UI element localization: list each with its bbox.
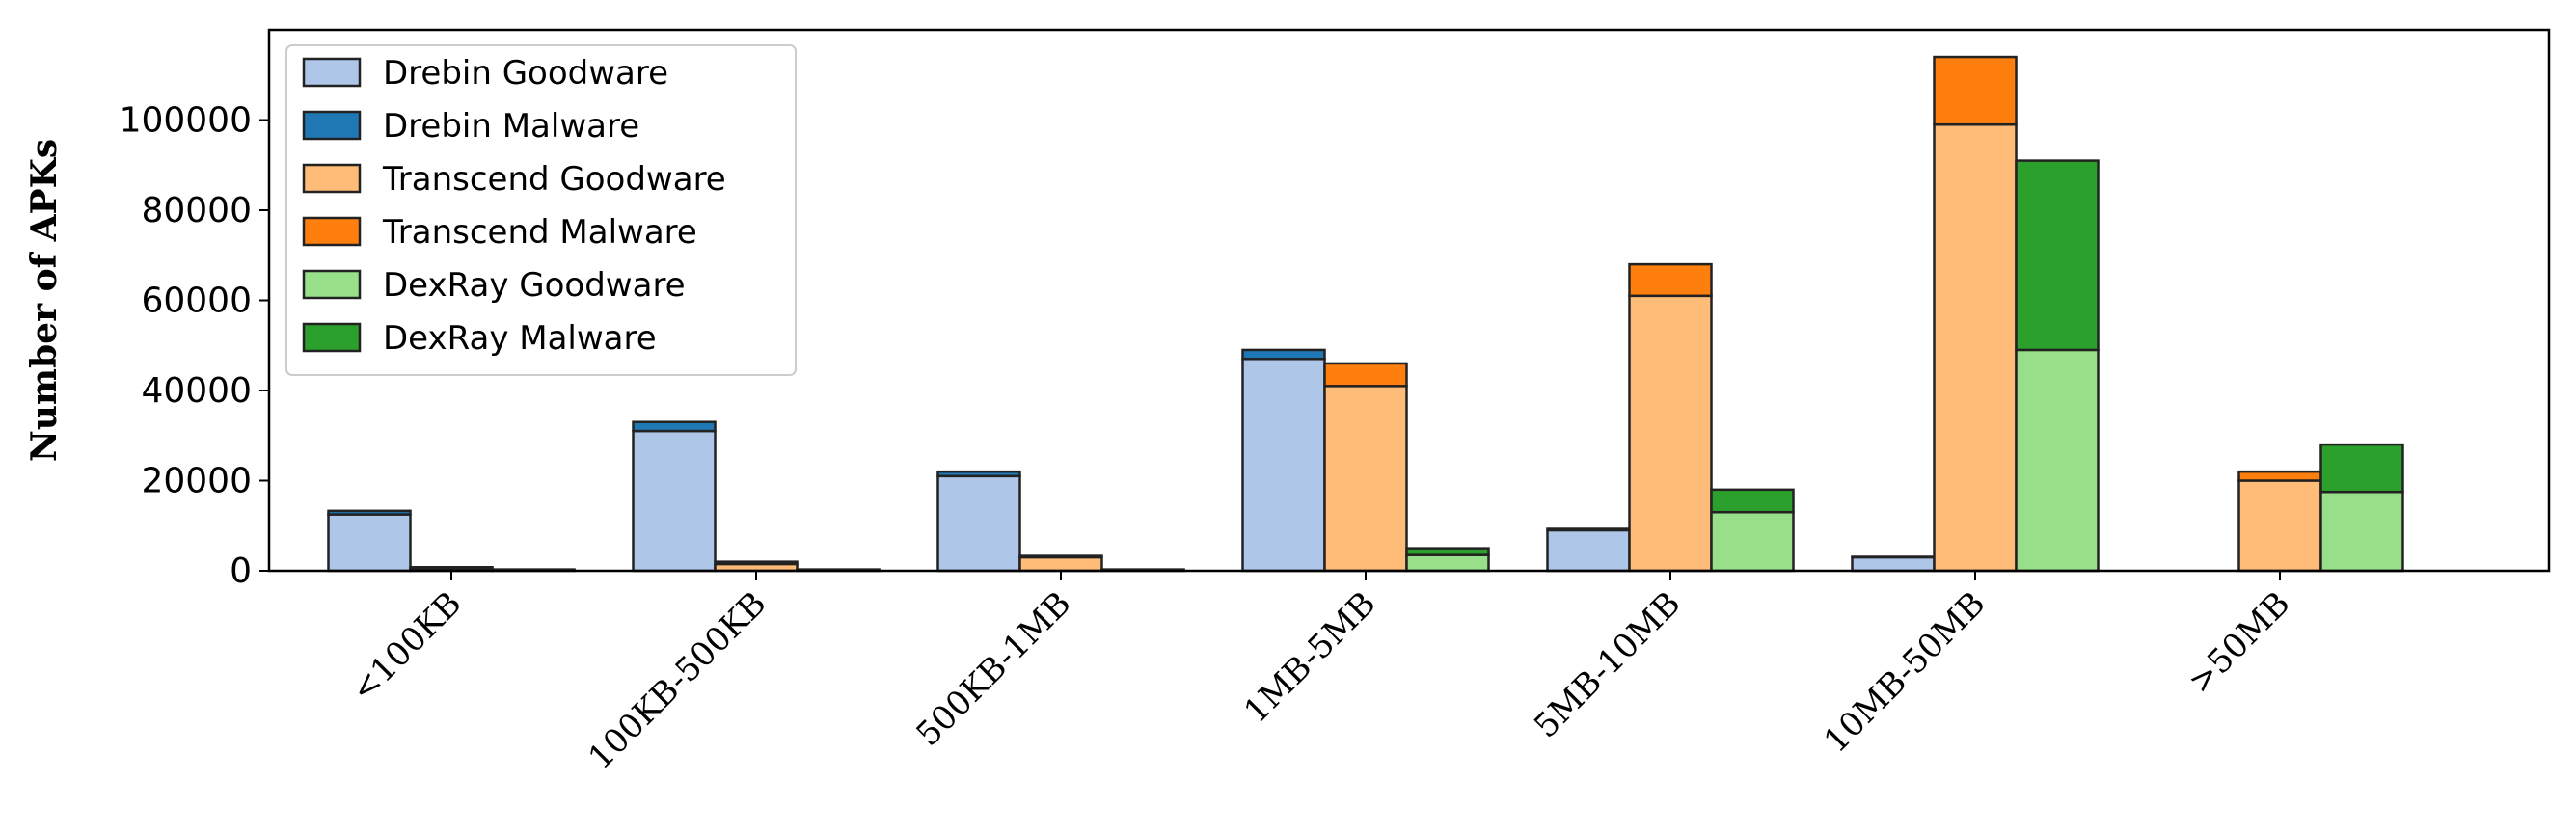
bar-segment-dexray-goodware-6 bbox=[2319, 490, 2404, 573]
bar-segment-transcend-malware-0 bbox=[409, 566, 494, 570]
legend-swatch bbox=[302, 57, 362, 88]
y-tick-label: 20000 bbox=[141, 462, 252, 501]
legend-box bbox=[285, 44, 797, 376]
x-axis: <100KB 100KB-500KB 500KB-1MB 1MB-5MB 5MB-10M… bbox=[343, 571, 2297, 777]
bar-segment-drebin-malware-3 bbox=[1241, 348, 1326, 361]
x-tick-label: 100KB-500KB bbox=[581, 584, 773, 777]
bar-segment-transcend-malware-2 bbox=[1018, 554, 1103, 559]
y-tick-label: 0 bbox=[230, 552, 252, 591]
x-tick-label: <100KB bbox=[343, 584, 469, 710]
legend-label: DexRay Malware bbox=[383, 319, 657, 358]
bar-segment-drebin-goodware-1 bbox=[632, 429, 717, 573]
y-tick-label: 60000 bbox=[141, 282, 252, 321]
y-tick-label: 40000 bbox=[141, 371, 252, 411]
bar-segment-dexray-malware-6 bbox=[2319, 443, 2404, 494]
bar-segment-dexray-goodware-4 bbox=[1710, 510, 1795, 573]
x-tick-label: 500KB-1MB bbox=[908, 584, 1078, 754]
bar-segment-drebin-malware-2 bbox=[936, 470, 1021, 478]
legend-label: Drebin Goodware bbox=[383, 54, 668, 93]
bar-segment-dexray-malware-5 bbox=[2015, 159, 2100, 352]
y-axis: 0 20000 40000 60000 80000 100000 bbox=[120, 101, 269, 591]
legend-label: Transcend Goodware bbox=[382, 160, 726, 199]
bar-segment-transcend-malware-6 bbox=[2237, 470, 2322, 482]
bar-segment-drebin-goodware-3 bbox=[1241, 358, 1326, 573]
bar-segment-drebin-malware-1 bbox=[632, 420, 717, 433]
legend-label: Drebin Malware bbox=[383, 107, 639, 146]
bar-segment-dexray-malware-4 bbox=[1710, 488, 1795, 514]
bar-segment-drebin-malware-0 bbox=[327, 509, 412, 516]
bar-segment-transcend-malware-1 bbox=[714, 560, 799, 566]
bar-segment-drebin-goodware-2 bbox=[936, 474, 1021, 573]
bar-segment-transcend-malware-3 bbox=[1323, 362, 1408, 388]
bar-segment-transcend-goodware-3 bbox=[1323, 385, 1408, 573]
bar-segment-dexray-malware-3 bbox=[1405, 547, 1490, 556]
bar-segment-transcend-goodware-5 bbox=[1933, 122, 2018, 573]
legend: Drebin Goodware Drebin Malware Transcend G… bbox=[285, 44, 797, 376]
legend-swatch bbox=[302, 163, 362, 194]
legend-swatch bbox=[302, 110, 362, 141]
bar-segment-transcend-malware-5 bbox=[1933, 55, 2018, 126]
bar-segment-dexray-goodware-3 bbox=[1405, 553, 1490, 573]
legend-swatch bbox=[302, 216, 362, 247]
bar-segment-transcend-goodware-6 bbox=[2237, 479, 2322, 573]
bar-segment-drebin-malware-4 bbox=[1546, 527, 1631, 532]
y-tick-label: 80000 bbox=[141, 191, 252, 230]
bar-segment-drebin-goodware-5 bbox=[1851, 555, 1936, 573]
y-axis-label: Number of APKs bbox=[24, 139, 65, 462]
x-tick-label: 1MB-5MB bbox=[1236, 584, 1383, 731]
bar-segment-transcend-goodware-2 bbox=[1018, 555, 1103, 573]
y-tick-label: 100000 bbox=[120, 101, 252, 141]
bar-segment-drebin-goodware-0 bbox=[327, 513, 412, 573]
bar-segment-transcend-goodware-4 bbox=[1628, 294, 1713, 573]
legend-swatch bbox=[302, 269, 362, 300]
bars-layer bbox=[327, 55, 2404, 573]
bar-segment-drebin-goodware-4 bbox=[1546, 528, 1631, 573]
legend-label: DexRay Goodware bbox=[383, 266, 686, 305]
bar-segment-transcend-malware-4 bbox=[1628, 262, 1713, 298]
x-tick-label: 10MB-50MB bbox=[1817, 584, 1993, 761]
x-tick-label: 5MB-10MB bbox=[1527, 584, 1688, 745]
bar-segment-dexray-goodware-5 bbox=[2015, 348, 2100, 573]
legend-swatch bbox=[302, 322, 362, 353]
x-tick-label: >50MB bbox=[2181, 584, 2297, 701]
legend-label: Transcend Malware bbox=[382, 213, 697, 252]
bar-segment-drebin-malware-5 bbox=[1851, 555, 1936, 559]
